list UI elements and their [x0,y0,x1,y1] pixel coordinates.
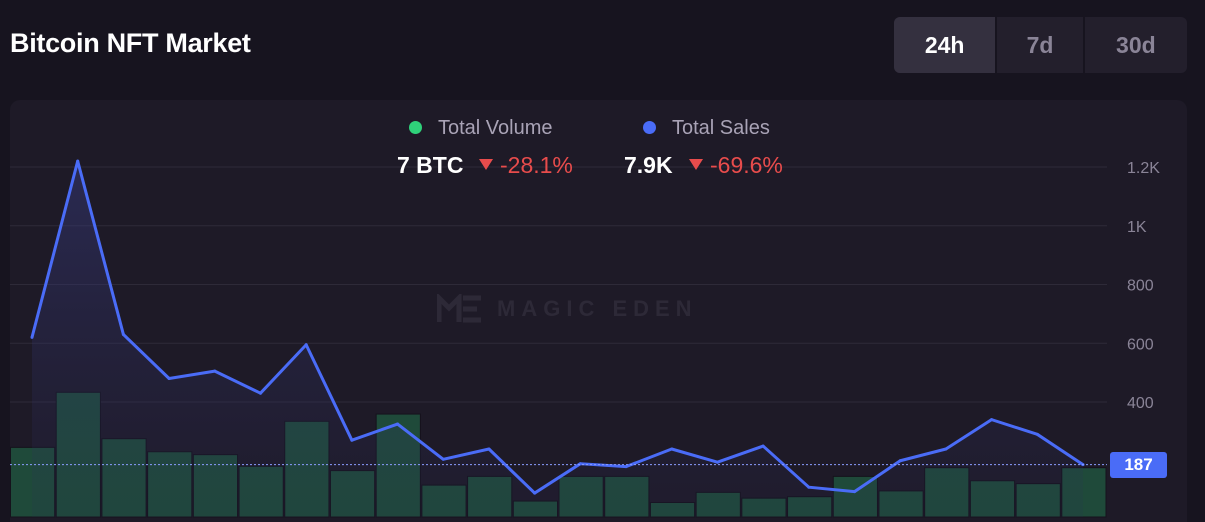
sales-point[interactable] [853,490,857,494]
sales-value: 7.9K [624,152,673,178]
sales-point[interactable] [761,444,765,448]
sales-point[interactable] [167,377,171,380]
volume-value: 7 BTC [397,152,464,178]
sales-point[interactable] [807,485,811,489]
tab-7d[interactable]: 7d [995,17,1082,73]
sales-point[interactable] [990,418,994,422]
watermark-text: MAGIC EDEN [497,296,698,321]
y-tick-label: 1.2K [1127,160,1160,177]
volume-change: -28.1% [500,152,573,178]
y-tick-label: 800 [1127,278,1154,295]
y-tick-label: 400 [1127,395,1154,412]
sales-point[interactable] [30,335,34,339]
chart-legend: Total Volume 7 BTC -28.1% Total Sales 7.… [0,114,1205,184]
sales-point[interactable] [396,422,400,426]
sales-line [30,159,1084,495]
sales-area [32,161,1083,517]
sales-point[interactable] [76,159,80,163]
sales-dot-icon [643,121,656,134]
y-tick-label: 600 [1127,336,1154,353]
magic-eden-logo-icon [437,294,481,323]
sales-down-arrow-icon [689,159,703,170]
sales-point[interactable] [624,465,628,469]
volume-legend-label: Total Volume [438,117,553,139]
sales-point[interactable] [898,459,902,463]
sales-point[interactable] [1035,432,1039,436]
y-tick-label: 1K [1127,219,1147,236]
volume-dot-icon [409,121,422,134]
sales-point[interactable] [944,447,948,451]
time-range-tabs: 24h 7d 30d [894,17,1187,73]
tab-30d[interactable]: 30d [1082,17,1187,73]
sales-point[interactable] [670,447,674,451]
sales-change: -69.6% [710,152,783,178]
current-value-badge: 187 [1110,452,1167,478]
sales-point[interactable] [258,391,262,395]
sales-point[interactable] [715,460,719,464]
sales-point[interactable] [487,447,491,451]
sales-point[interactable] [350,438,354,442]
tab-24h[interactable]: 24h [894,17,996,73]
sales-point[interactable] [304,343,308,347]
sales-point[interactable] [213,369,217,373]
page-title: Bitcoin NFT Market [10,28,251,58]
sales-point[interactable] [533,491,537,495]
sales-legend-label: Total Sales [672,117,770,139]
sales-point[interactable] [121,332,125,336]
sales-point[interactable] [441,457,445,461]
volume-down-arrow-icon [479,159,493,170]
watermark: MAGIC EDEN [437,293,698,325]
